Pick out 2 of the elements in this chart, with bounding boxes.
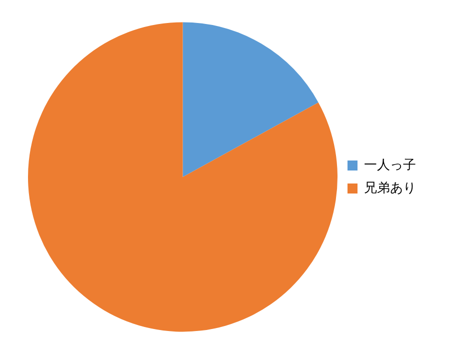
legend-label: 一人っ子 <box>364 158 416 173</box>
legend-label: 兄弟あり <box>364 180 416 196</box>
